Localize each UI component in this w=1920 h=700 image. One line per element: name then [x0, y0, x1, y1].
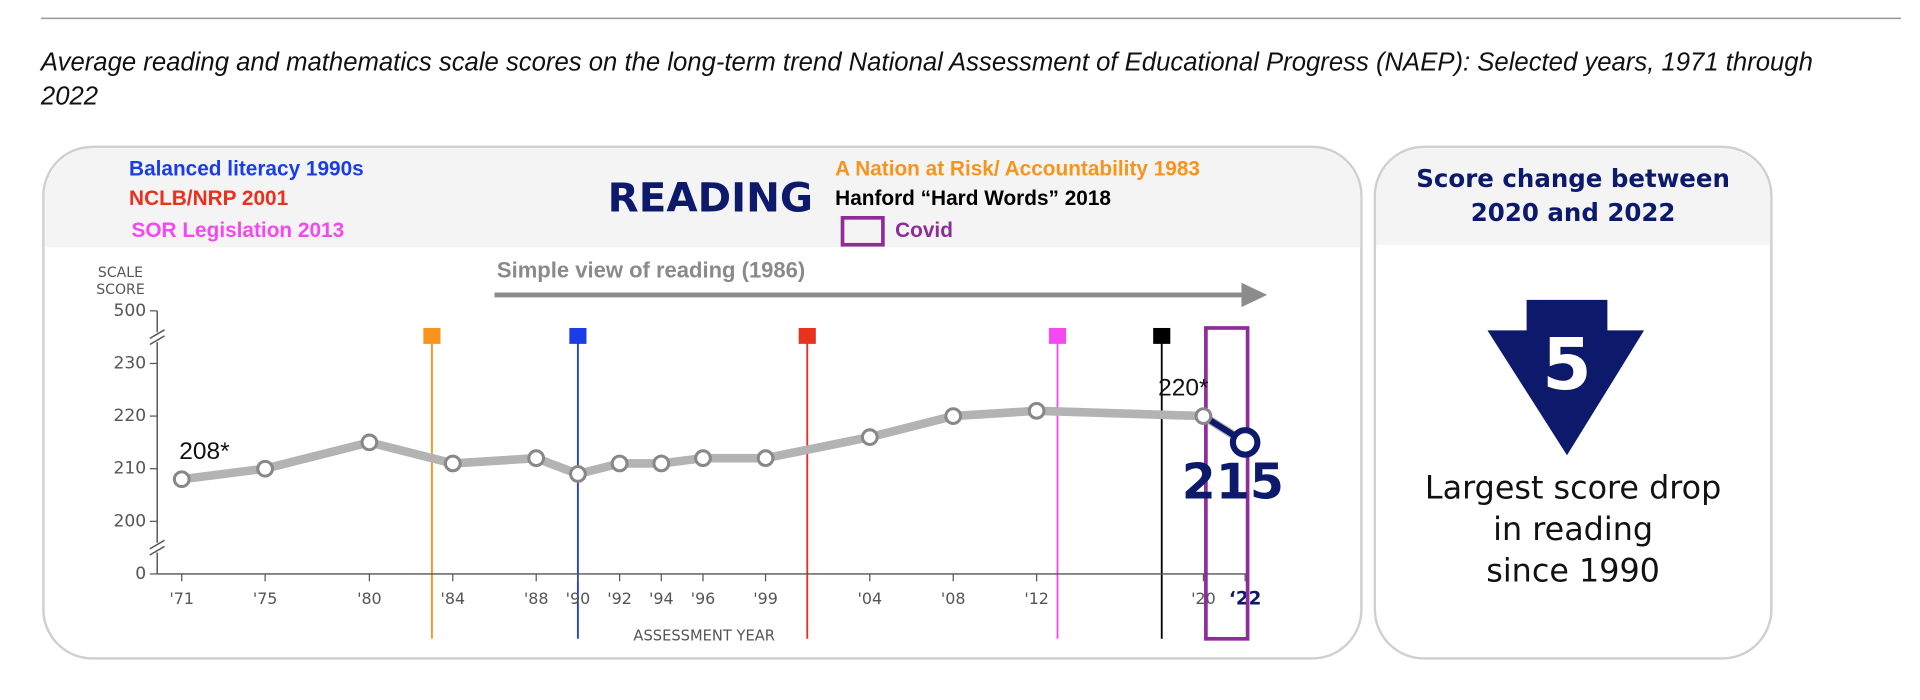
- event-marker: [569, 327, 587, 344]
- x-tick-label: '92: [607, 589, 632, 608]
- x-tick-label: '04: [858, 589, 883, 608]
- axis-break: [149, 329, 165, 340]
- chart-heading: READING: [608, 175, 813, 222]
- change-note: Largest score drop: [1425, 469, 1721, 507]
- x-tick-label: '20: [1191, 589, 1216, 608]
- axis-break: [149, 545, 165, 556]
- axis-break-gap: [148, 332, 166, 343]
- point: [1229, 427, 1261, 458]
- x-tick-label: '94: [649, 589, 674, 608]
- covid-legend: Covid: [895, 219, 953, 242]
- x-tick-label: '71: [169, 589, 194, 608]
- event-legend: Balanced literacy 1990s: [129, 158, 364, 181]
- event-marker: [1153, 327, 1171, 344]
- event-legend: A Nation at Risk/ Accountability 1983: [835, 158, 1200, 181]
- point: [360, 433, 379, 452]
- change-title: Score change between: [1416, 164, 1730, 193]
- event-marker: [798, 327, 816, 344]
- change-header: [1376, 148, 1771, 245]
- y-tick-label: 220: [114, 406, 147, 426]
- value-label: 220*: [1158, 375, 1209, 402]
- y-axis-label: SCORE: [96, 282, 144, 298]
- annotation: Simple view of reading (1986): [497, 257, 805, 282]
- x-axis-label: ASSESSMENT YEAR: [633, 627, 775, 644]
- point: [610, 454, 629, 473]
- reading-header: [44, 148, 1361, 248]
- point: [569, 465, 587, 483]
- point: [172, 470, 191, 489]
- event-legend: NCLB/NRP 2001: [129, 187, 288, 210]
- y-axis-label: SCALE: [98, 265, 143, 281]
- x-tick-label: '96: [691, 589, 716, 608]
- point: [756, 449, 775, 468]
- axis-break: [149, 335, 165, 346]
- x-tick-label: '75: [253, 589, 278, 608]
- page-title: 2022: [40, 83, 98, 111]
- point: [694, 449, 712, 468]
- point: [443, 454, 462, 473]
- y-tick-label: 0: [135, 564, 146, 584]
- y-tick-label: 210: [114, 459, 147, 479]
- covid-span: [1204, 326, 1250, 641]
- x-tick-label: '80: [357, 589, 382, 608]
- value-label: 208*: [179, 438, 230, 465]
- point: [527, 449, 546, 468]
- point: [944, 407, 963, 425]
- y-tick-label: 230: [114, 353, 147, 373]
- point: [1194, 407, 1213, 425]
- axis-break: [149, 539, 165, 550]
- point: [256, 459, 275, 478]
- point: [652, 454, 671, 473]
- arrow-head: [1241, 282, 1268, 308]
- x-tick-label: '12: [1024, 589, 1049, 608]
- change-note: in reading: [1493, 510, 1653, 548]
- value-label: 215: [1182, 454, 1284, 511]
- y-tick-label: 200: [114, 511, 147, 531]
- x-tick-label: '90: [566, 589, 591, 608]
- x-tick-label: '99: [753, 589, 778, 608]
- drop-arrow: [1487, 299, 1645, 456]
- x-tick-label: '84: [440, 589, 465, 608]
- x-tick-label: '88: [524, 589, 549, 608]
- axis-break-gap: [148, 542, 166, 553]
- event-marker: [1048, 327, 1067, 344]
- y-tick-label: 500: [114, 301, 147, 321]
- point: [860, 428, 879, 447]
- change-value: 5: [1542, 323, 1591, 406]
- event-marker: [423, 327, 441, 344]
- event-legend: SOR Legislation 2013: [132, 219, 345, 242]
- event-legend: Hanford “Hard Words” 2018: [835, 187, 1111, 210]
- point: [1027, 401, 1046, 420]
- page-title: Average reading and mathematics scale sc…: [39, 48, 1813, 76]
- change-title: 2020 and 2022: [1471, 198, 1676, 227]
- x-tick-label: '08: [941, 589, 966, 608]
- change-note: since 1990: [1486, 552, 1660, 590]
- x-tick-label: ‘22: [1229, 589, 1262, 610]
- covid-legend-box: [840, 215, 885, 247]
- reading-panel: [42, 145, 1363, 660]
